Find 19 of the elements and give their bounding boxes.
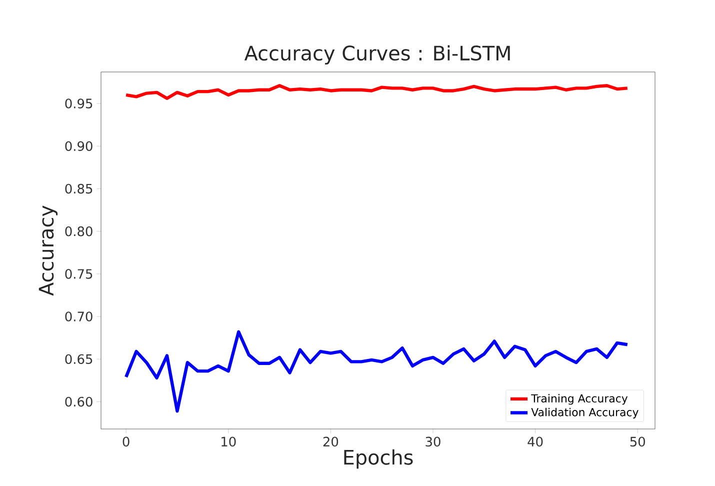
- x-axis-title: Epochs: [344, 449, 413, 469]
- y-tick-label: 0.95: [65, 98, 92, 108]
- x-tick-label: 0: [122, 436, 130, 447]
- y-tick-label: 0.90: [65, 141, 92, 152]
- legend-label: Training Accuracy: [531, 394, 628, 405]
- chart-title: Accuracy Curves : Bi-LSTM: [244, 45, 510, 64]
- x-tick-label: 20: [323, 436, 338, 447]
- x-tick-label: 10: [222, 436, 236, 447]
- y-tick-label: 0.70: [65, 312, 92, 322]
- y-tick-label: 0.75: [65, 269, 92, 279]
- x-tick-label: 30: [426, 436, 440, 447]
- legend-label: Validation Accuracy: [531, 408, 638, 418]
- y-tick-label: 0.65: [65, 354, 92, 364]
- x-tick-label: 40: [528, 436, 543, 447]
- y-tick-label: 0.60: [65, 396, 92, 407]
- y-axis-title: Accuracy: [38, 206, 58, 296]
- y-tick-label: 0.85: [65, 184, 92, 194]
- x-tick-label: 50: [630, 436, 645, 447]
- y-tick-label: 0.80: [65, 226, 92, 236]
